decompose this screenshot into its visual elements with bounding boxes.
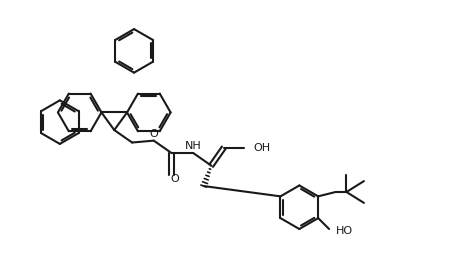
Text: OH: OH bbox=[253, 143, 270, 153]
Text: O: O bbox=[149, 129, 158, 139]
Text: O: O bbox=[170, 174, 179, 184]
Text: NH: NH bbox=[185, 141, 202, 151]
Text: HO: HO bbox=[336, 226, 353, 236]
